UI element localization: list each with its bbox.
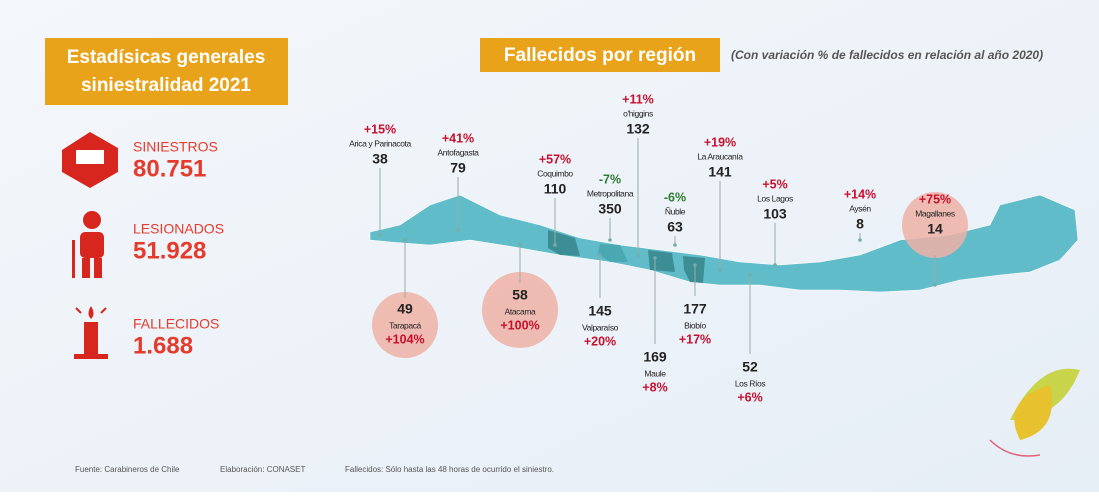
region-name: Maule bbox=[644, 368, 666, 378]
region-deaths: 177 bbox=[683, 301, 707, 317]
region-change: +20% bbox=[584, 334, 616, 348]
region-change: +19% bbox=[704, 135, 736, 149]
leader-dot bbox=[608, 238, 612, 242]
region-name: Aysén bbox=[849, 203, 871, 213]
leader-dot bbox=[933, 283, 937, 287]
region-deaths: 141 bbox=[708, 164, 732, 180]
leader-dot bbox=[378, 233, 382, 237]
region-deaths: 58 bbox=[512, 287, 528, 303]
leader-dot bbox=[653, 256, 657, 260]
region-name: Arica y Parinacota bbox=[349, 138, 411, 148]
region-deaths: 52 bbox=[742, 359, 758, 375]
map-title: Fallecidos por región bbox=[504, 45, 696, 66]
region-change: +104% bbox=[385, 332, 424, 346]
region-deaths: 110 bbox=[544, 181, 567, 197]
leader-dot bbox=[553, 243, 557, 247]
region-change: +75% bbox=[919, 192, 951, 206]
stat-value: 1.688 bbox=[133, 332, 193, 359]
region-name: Ñuble bbox=[665, 206, 686, 216]
leader-dot bbox=[748, 273, 752, 277]
region-deaths: 14 bbox=[927, 221, 943, 237]
stat-label: SINIESTROS bbox=[133, 139, 218, 155]
region-deaths: 63 bbox=[667, 219, 683, 235]
leader-dot bbox=[718, 268, 722, 272]
region-name: Tarapacá bbox=[389, 320, 421, 330]
region-name: Los Lagos bbox=[757, 193, 793, 203]
leader-dot bbox=[673, 243, 677, 247]
region-deaths: 350 bbox=[598, 201, 622, 217]
region-deaths: 79 bbox=[450, 160, 466, 176]
region-deaths: 49 bbox=[397, 301, 413, 317]
region-change: -7% bbox=[599, 172, 621, 186]
region-name: Atacama bbox=[505, 306, 536, 316]
title: siniestralidad 2021 bbox=[81, 75, 251, 96]
region-change: +11% bbox=[622, 92, 654, 106]
region-bubble bbox=[902, 192, 968, 258]
region-change: +17% bbox=[679, 332, 711, 346]
region-name: Valparaíso bbox=[582, 322, 619, 332]
leader-dot bbox=[858, 238, 862, 242]
region-name: Metropolitana bbox=[587, 188, 634, 198]
region-change: +6% bbox=[737, 390, 762, 404]
region-change: -6% bbox=[664, 190, 686, 204]
title: Estadísicas generales bbox=[67, 47, 266, 68]
leader-dot bbox=[598, 253, 602, 257]
region-change: +8% bbox=[642, 380, 667, 394]
region-deaths: 169 bbox=[643, 349, 667, 365]
region-name: Los Ríos bbox=[735, 378, 765, 388]
injured-icon bbox=[72, 211, 104, 278]
region-deaths: 103 bbox=[763, 206, 787, 222]
region-name: Magallanes bbox=[915, 208, 955, 218]
leader-dot bbox=[636, 253, 640, 257]
region-change: +41% bbox=[442, 131, 474, 145]
decoration bbox=[989, 368, 1080, 457]
map-subtitle: (Con variación % de fallecidos en relaci… bbox=[731, 48, 1043, 62]
crash-icon bbox=[62, 132, 118, 188]
region-bubble bbox=[482, 272, 558, 348]
region-name: La Araucanía bbox=[697, 151, 743, 161]
region-change: +14% bbox=[844, 187, 876, 201]
candle-icon bbox=[74, 306, 108, 359]
region-deaths: 145 bbox=[588, 303, 612, 319]
leader-dot bbox=[518, 243, 522, 247]
footer-source: Fuente: Carabineros de Chile bbox=[75, 465, 180, 474]
region-change: +100% bbox=[500, 318, 539, 332]
leader-dot bbox=[403, 238, 407, 242]
region-bubble bbox=[372, 292, 438, 358]
stat-label: FALLECIDOS bbox=[133, 316, 219, 332]
stat-label: LESIONADOS bbox=[133, 221, 224, 237]
region-deaths: 8 bbox=[856, 216, 864, 232]
region-deaths: 132 bbox=[626, 121, 650, 137]
footer-note: Fallecidos: Sólo hasta las 48 horas de o… bbox=[345, 465, 554, 474]
region-name: Antofagasta bbox=[438, 147, 480, 157]
region-name: Biobío bbox=[684, 320, 706, 330]
leader-dot bbox=[456, 228, 460, 232]
leader-dot bbox=[773, 263, 777, 267]
region-change: +15% bbox=[364, 122, 396, 136]
map-title-box bbox=[480, 38, 720, 72]
region-deaths: 38 bbox=[372, 151, 388, 167]
stat-value: 51.928 bbox=[133, 237, 206, 264]
region-change: +57% bbox=[539, 152, 571, 166]
region-name: Coquimbo bbox=[537, 168, 573, 178]
region-name: o'higgins bbox=[623, 108, 653, 118]
stat-value: 80.751 bbox=[133, 155, 206, 182]
leader-dot bbox=[693, 263, 697, 267]
footer-credit: Elaboración: CONASET bbox=[220, 465, 305, 474]
region-change: +5% bbox=[762, 177, 787, 191]
title-box bbox=[45, 38, 288, 105]
